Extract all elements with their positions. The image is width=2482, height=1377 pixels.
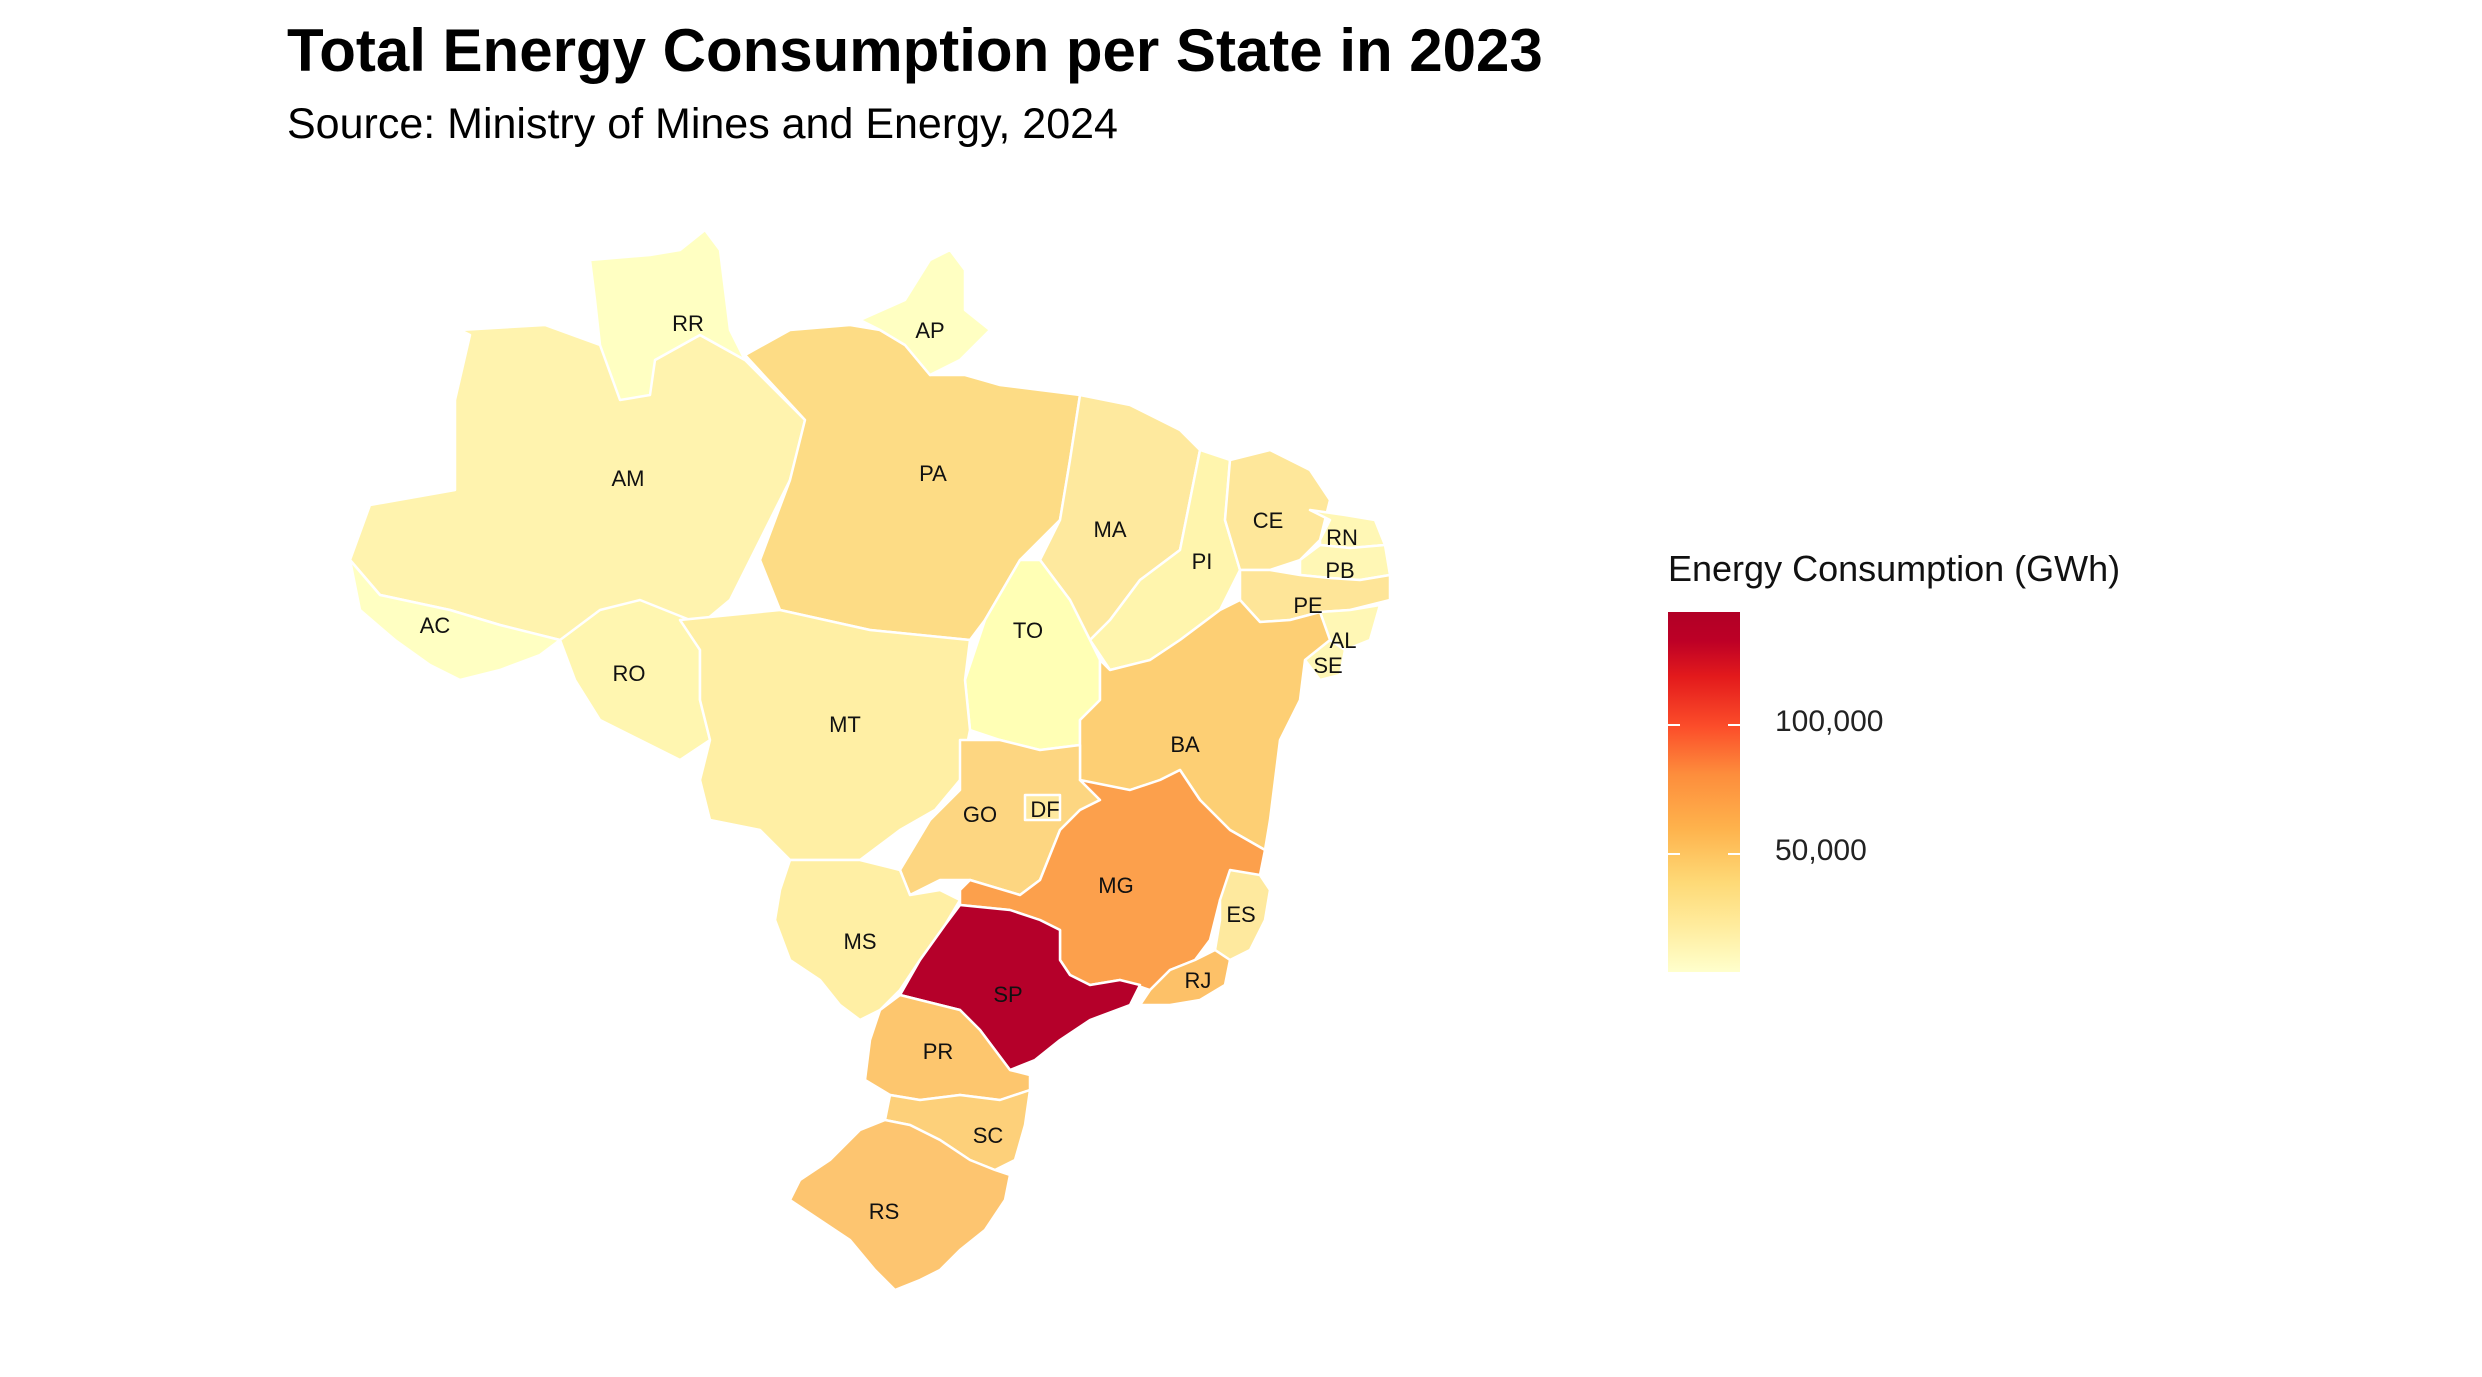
label-sp: SP	[993, 982, 1022, 1007]
label-pr: PR	[923, 1039, 954, 1064]
label-mg: MG	[1098, 873, 1133, 898]
state-es[interactable]	[1213, 868, 1272, 962]
state-df[interactable]	[1023, 793, 1062, 822]
label-ms: MS	[844, 929, 877, 954]
state-mt[interactable]	[678, 608, 972, 862]
label-mt: MT	[829, 712, 861, 737]
label-rs: RS	[869, 1199, 900, 1224]
label-pe: PE	[1293, 593, 1322, 618]
label-df: DF	[1030, 797, 1059, 822]
label-ro: RO	[613, 661, 646, 686]
label-rr: RR	[672, 311, 704, 336]
state-ac[interactable]	[348, 558, 562, 682]
label-ac: AC	[420, 613, 451, 638]
state-rj[interactable]	[1138, 948, 1232, 1007]
legend-tick-label-100000: 100,000	[1775, 705, 1884, 738]
legend-tick-mark-100000	[1668, 724, 1680, 726]
label-ma: MA	[1094, 517, 1127, 542]
chart-title: Total Energy Consumption per State in 20…	[287, 17, 1543, 84]
state-rs[interactable]	[788, 1118, 1012, 1292]
state-ce[interactable]	[1223, 448, 1332, 572]
legend-colorbar	[1668, 612, 1740, 972]
label-se: SE	[1313, 653, 1342, 678]
label-al: AL	[1330, 628, 1357, 653]
label-pb: PB	[1325, 558, 1354, 583]
legend-tick-mark-100000-right	[1728, 724, 1740, 726]
label-ap: AP	[915, 318, 944, 343]
label-rn: RN	[1326, 525, 1358, 550]
label-am: AM	[612, 466, 645, 491]
label-sc: SC	[973, 1123, 1004, 1148]
legend-tick-label-50000: 50,000	[1775, 834, 1867, 867]
legend-tick-mark-50000-right	[1728, 853, 1740, 855]
state-am[interactable]	[348, 323, 807, 642]
state-ap[interactable]	[858, 248, 992, 377]
label-ce: CE	[1253, 508, 1284, 533]
chart-subtitle: Source: Ministry of Mines and Energy, 20…	[287, 100, 1118, 148]
label-pa: PA	[919, 461, 947, 486]
label-ba: BA	[1170, 732, 1200, 757]
label-to: TO	[1013, 618, 1043, 643]
legend-title: Energy Consumption (GWh)	[1668, 548, 2121, 589]
label-go: GO	[963, 802, 997, 827]
state-ms[interactable]	[773, 858, 962, 1022]
legend-tick-mark-50000	[1668, 853, 1680, 855]
brazil-map: RR AP AM PA AC RO MA PI CE RN PB PE AL S…	[348, 228, 1392, 1292]
label-pi: PI	[1192, 549, 1213, 574]
label-rj: RJ	[1185, 968, 1212, 993]
state-rr[interactable]	[588, 228, 747, 402]
label-es: ES	[1226, 902, 1255, 927]
